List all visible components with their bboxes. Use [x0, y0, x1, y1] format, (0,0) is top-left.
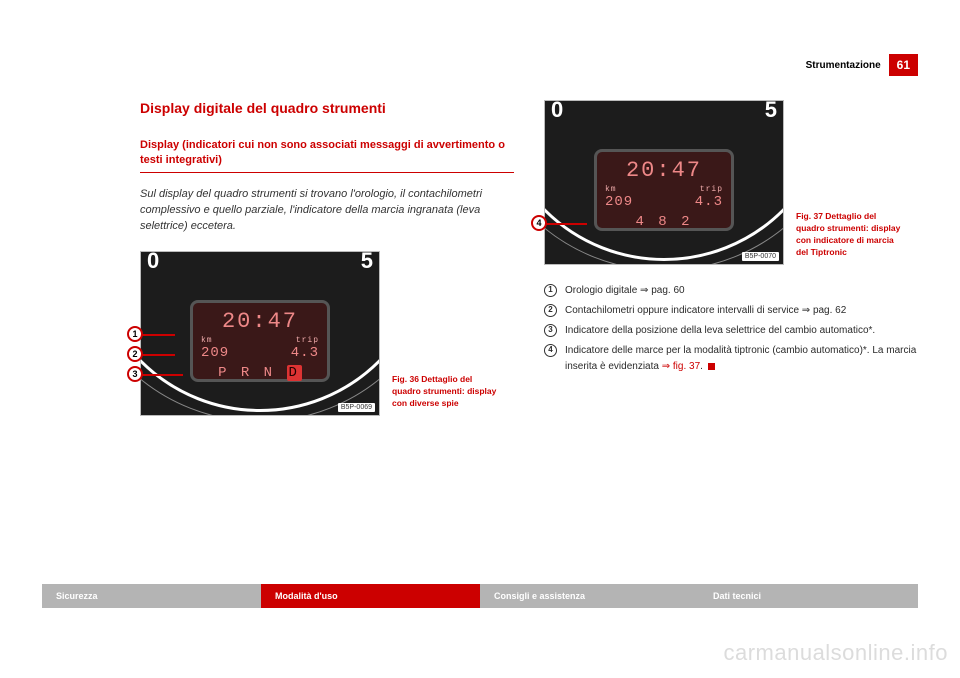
legend-text: Indicatore delle marce per la modalità t… — [565, 343, 918, 375]
km-label: km — [605, 185, 617, 194]
footer-tab-dati[interactable]: Dati tecnici — [699, 584, 918, 608]
figure-37-caption: Fig. 37 Dettaglio del quadro strumenti: … — [796, 211, 906, 265]
watermark: carmanualsonline.info — [723, 640, 948, 666]
gauge-num-left: 0 — [147, 252, 159, 274]
lcd-values: 209 4.3 — [605, 194, 723, 210]
lcd-time: 20:47 — [201, 309, 319, 334]
callout-3: 3 — [127, 366, 143, 382]
legend-num: 2 — [544, 304, 557, 317]
footer-tabs: Sicurezza Modalità d'uso Consigli e assi… — [42, 584, 918, 608]
lcd-time: 20:47 — [605, 158, 723, 183]
callout-2: 2 — [127, 346, 143, 362]
lcd-values: 209 4.3 — [201, 345, 319, 361]
trip-value: 4.3 — [291, 345, 319, 361]
footer-tab-sicurezza[interactable]: Sicurezza — [42, 584, 261, 608]
legend-item-4: 4 Indicatore delle marce per la modalità… — [544, 343, 918, 375]
subsection-title: Display (indicatori cui non sono associa… — [140, 138, 514, 168]
gauge-bg: 0 5 20:47 km trip 209 4.3 P R N — [141, 252, 379, 415]
figure-36-row: 0 5 20:47 km trip 209 4.3 P R N — [140, 251, 514, 416]
gauge-num-left: 0 — [551, 101, 563, 123]
gauge-num-right: 5 — [361, 252, 373, 274]
content: Display digitale del quadro strumenti Di… — [140, 100, 918, 416]
legend-text: Indicatore della posizione della leva se… — [565, 323, 918, 339]
km-label: km — [201, 336, 213, 345]
footer-tab-consigli[interactable]: Consigli e assistenza — [480, 584, 699, 608]
callout-1: 1 — [127, 326, 143, 342]
legend-text-a: Indicatore delle marce per la modalità t… — [565, 345, 916, 372]
legend-num: 1 — [544, 284, 557, 297]
lcd-labels: km trip — [201, 336, 319, 345]
legend-list: 1 Orologio digitale ⇒ pag. 60 2 Contachi… — [544, 283, 918, 375]
figure-36-caption: Fig. 36 Dettaglio del quadro strumenti: … — [392, 374, 502, 416]
figure-37-row: 0 5 20:47 km trip 209 4.3 4 8 2 — [544, 100, 918, 265]
lcd-screen: 20:47 km trip 209 4.3 4 8 2 — [594, 149, 734, 231]
legend-text-a: Orologio digitale — [565, 285, 640, 296]
trip-value: 4.3 — [695, 194, 723, 210]
legend-ref: ⇒ fig. 37 — [662, 361, 700, 372]
trip-label: trip — [700, 185, 723, 194]
legend-text-a: Contachilometri oppure indicatore interv… — [565, 305, 802, 316]
legend-num: 3 — [544, 324, 557, 337]
page-header: Strumentazione 61 — [806, 54, 918, 76]
trip-label: trip — [296, 336, 319, 345]
legend-item-1: 1 Orologio digitale ⇒ pag. 60 — [544, 283, 918, 299]
footer-tab-modalita[interactable]: Modalità d'uso — [261, 584, 480, 608]
legend-num: 4 — [544, 344, 557, 357]
gear-prefix: P R N — [218, 365, 275, 381]
legend-text: Orologio digitale ⇒ pag. 60 — [565, 283, 918, 299]
section-title: Display digitale del quadro strumenti — [140, 100, 514, 116]
legend-text-b: . — [700, 361, 706, 372]
legend-item-3: 3 Indicatore della posizione della leva … — [544, 323, 918, 339]
title-underline — [140, 172, 514, 173]
figure-36: 0 5 20:47 km trip 209 4.3 P R N — [140, 251, 380, 416]
km-value: 209 — [605, 194, 633, 210]
image-id: B5P-0069 — [338, 403, 375, 412]
legend-ref: ⇒ pag. 62 — [802, 305, 847, 316]
lcd-labels: km trip — [605, 185, 723, 194]
figure-37: 0 5 20:47 km trip 209 4.3 4 8 2 — [544, 100, 784, 265]
km-value: 209 — [201, 345, 229, 361]
section-label: Strumentazione — [806, 60, 881, 71]
legend-text-a: Indicatore della posizione della leva se… — [565, 325, 875, 336]
left-column: Display digitale del quadro strumenti Di… — [140, 100, 514, 416]
legend-item-2: 2 Contachilometri oppure indicatore inte… — [544, 303, 918, 319]
lcd-gear: P R N D — [201, 365, 319, 381]
gauge-num-right: 5 — [765, 101, 777, 123]
gauge-bg: 0 5 20:47 km trip 209 4.3 4 8 2 — [545, 101, 783, 264]
legend-ref: ⇒ pag. 60 — [640, 285, 685, 296]
image-id: B5P-0070 — [742, 252, 779, 261]
end-square-icon — [708, 363, 715, 370]
lead-paragraph: Sul display del quadro strumenti si trov… — [140, 187, 514, 235]
lcd-screen: 20:47 km trip 209 4.3 P R N D — [190, 300, 330, 382]
legend-text: Contachilometri oppure indicatore interv… — [565, 303, 918, 319]
page-number: 61 — [889, 54, 918, 76]
callout-4: 4 — [531, 215, 547, 231]
lcd-tiptronic: 4 8 2 — [605, 214, 723, 230]
right-column: 0 5 20:47 km trip 209 4.3 4 8 2 — [544, 100, 918, 416]
gear-selected: D — [287, 365, 302, 381]
